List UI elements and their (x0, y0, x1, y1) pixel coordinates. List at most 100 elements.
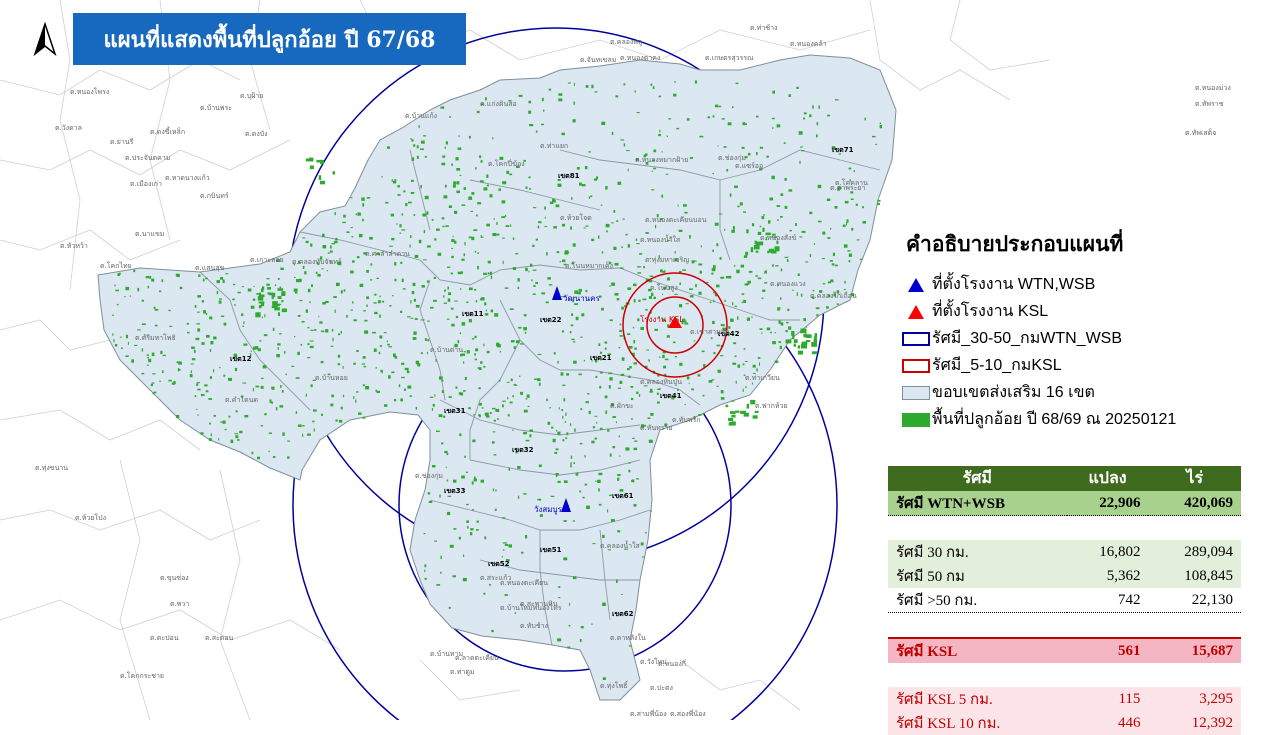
sugarcane-patch (562, 259, 566, 263)
table-separator (888, 612, 1241, 638)
sugarcane-patch (677, 388, 679, 391)
sugarcane-patch (446, 479, 449, 482)
sugarcane-patch (678, 396, 682, 398)
sugarcane-patch (189, 374, 193, 378)
sugarcane-patch (699, 135, 704, 138)
sugarcane-patch (223, 374, 226, 377)
row-label: รัศมี 30 กม. (888, 540, 1067, 564)
map-canvas[interactable]: วัฒนานคร วังสมบูรณ์ โรงงาน KSL เขต11 เขต… (0, 0, 1280, 720)
sugarcane-patch (624, 305, 628, 308)
sugarcane-patch (422, 213, 426, 217)
sugarcane-patch (565, 437, 568, 439)
sugarcane-patch (502, 400, 506, 402)
sugarcane-patch (489, 194, 493, 198)
sugarcane-patch (727, 122, 732, 126)
sugarcane-patch (124, 296, 126, 298)
zone-label: เขต81 (558, 172, 580, 180)
sugarcane-patch (661, 151, 663, 153)
sugarcane-patch (448, 606, 451, 609)
row-plots: 115 (1066, 687, 1149, 711)
sugarcane-patch (481, 407, 484, 409)
row-rai: 289,094 (1148, 540, 1241, 564)
sugarcane-patch (812, 105, 814, 109)
factory-marker-wsb[interactable] (561, 498, 571, 512)
sugarcane-patch (768, 248, 774, 253)
sugarcane-patch (410, 317, 414, 319)
legend-item-sugarcane: พื้นที่ปลูกอ้อย ปี 68/69 ณ 20250121 (900, 406, 1260, 433)
sugarcane-patch (655, 224, 657, 229)
sugarcane-patch (216, 280, 220, 284)
sugarcane-patch (331, 243, 336, 245)
sugarcane-patch (550, 495, 555, 497)
sugarcane-patch (723, 146, 727, 148)
sugarcane-patch (516, 340, 520, 344)
sugarcane-patch (213, 336, 217, 340)
sugarcane-patch (663, 287, 666, 290)
sugarcane-patch (420, 148, 424, 150)
sugarcane-patch (309, 157, 314, 162)
sugarcane-patch (224, 428, 227, 431)
sugarcane-patch (532, 269, 537, 271)
sugarcane-patch (606, 230, 608, 233)
sugarcane-patch (474, 476, 476, 479)
sugarcane-patch (547, 421, 551, 425)
sugarcane-patch (193, 349, 196, 353)
place-label: ต.หนองคล้า (790, 40, 827, 48)
sugarcane-patch (843, 288, 846, 290)
sugarcane-patch (631, 418, 633, 420)
sugarcane-patch (366, 270, 369, 273)
sugarcane-patch (237, 439, 240, 441)
sugarcane-patch (483, 272, 487, 275)
sugarcane-patch (495, 408, 500, 412)
factory-marker-ksl[interactable] (668, 316, 682, 328)
sugarcane-patch (257, 348, 261, 352)
sugarcane-patch (356, 391, 359, 393)
sugarcane-patch (784, 256, 789, 258)
sugarcane-patch (361, 197, 365, 201)
sugarcane-patch (305, 395, 307, 397)
sugarcane-patch (449, 116, 451, 118)
sugarcane-patch (592, 543, 596, 545)
sugarcane-patch (483, 592, 486, 595)
sugarcane-patch (801, 341, 808, 345)
sugarcane-patch (362, 203, 365, 207)
sugarcane-patch (460, 288, 462, 290)
sugarcane-patch (250, 305, 255, 309)
sugarcane-patch (431, 219, 434, 221)
sugarcane-patch (607, 429, 610, 432)
factory-marker-wtn[interactable] (552, 286, 562, 300)
sugarcane-patch (673, 93, 677, 97)
sugarcane-patch (632, 326, 635, 329)
sugarcane-patch (129, 295, 131, 297)
sugarcane-patch (456, 190, 460, 194)
sugarcane-patch (633, 299, 636, 303)
sugarcane-patch (623, 143, 626, 147)
sugarcane-patch (548, 284, 553, 286)
sugarcane-patch (818, 105, 820, 109)
sugarcane-patch (864, 117, 866, 121)
sugarcane-patch (333, 296, 337, 298)
sugarcane-patch (697, 374, 701, 377)
sugarcane-patch (618, 455, 621, 457)
sugarcane-patch (448, 292, 451, 296)
promotion-zone-boundary[interactable] (97, 54, 897, 701)
sugarcane-patch (726, 169, 729, 172)
sugarcane-patch (709, 301, 712, 303)
place-label: ต.วังดาล (55, 124, 82, 132)
sugarcane-patch (485, 309, 487, 312)
sugarcane-patch (501, 517, 506, 519)
sugarcane-patch (423, 229, 426, 234)
sugarcane-patch (652, 86, 655, 90)
sugarcane-patch (259, 340, 262, 342)
sugarcane-patch (519, 375, 521, 377)
place-label: ต.ห้วยโจด (560, 213, 592, 222)
sugarcane-patch (544, 206, 546, 210)
sugarcane-patch (600, 204, 603, 206)
sugarcane-patch (364, 319, 368, 322)
sugarcane-patch (411, 157, 415, 161)
sugarcane-patch (268, 292, 274, 296)
sugarcane-patch (442, 155, 446, 158)
sugarcane-patch (496, 343, 498, 347)
sugarcane-patch (301, 425, 305, 427)
sugarcane-patch (338, 419, 343, 423)
